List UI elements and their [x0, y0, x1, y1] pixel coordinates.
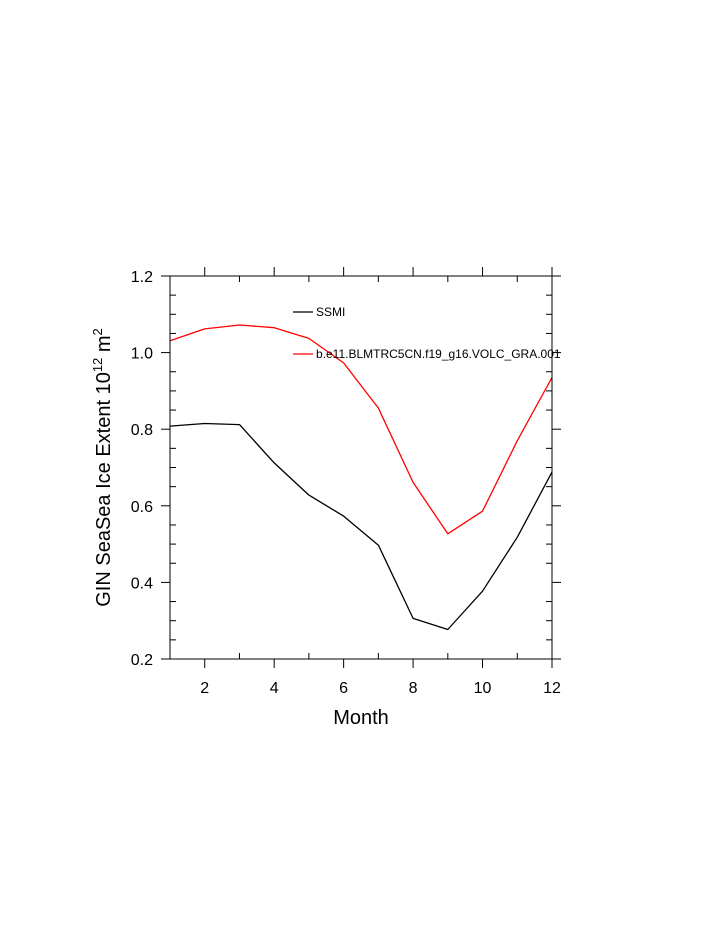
x-tick-label: 6	[339, 680, 348, 697]
y-axis-title: GIN SeaSea Ice Extent 1012 m2	[90, 328, 115, 607]
y-tick-label: 1.2	[131, 269, 153, 286]
y-axis-title-exponent: 12	[90, 358, 105, 372]
plot-frame	[169, 275, 553, 660]
y-tick-label: 0.2	[131, 652, 153, 669]
major-ticks	[161, 267, 561, 668]
minor-ticks	[169, 276, 552, 659]
y-tick-label: 0.6	[131, 499, 153, 516]
legend: SSMI b.e11.BLMTRC5CN.f19_g16.VOLC_GRA.00…	[293, 305, 561, 361]
series-line-ssmi	[169, 422, 553, 631]
tick-labels: 2 4 6 8 10 12 0.2 0.4 0.6 0.8 1.0 1.2	[131, 269, 561, 697]
x-tick-label: 2	[200, 680, 209, 697]
legend-label-ssmi: SSMI	[316, 305, 345, 319]
y-tick-label: 1.0	[131, 346, 153, 363]
y-axis-title-main: GIN SeaSea Ice Extent 10	[93, 372, 115, 607]
y-axis-title-unit-exponent: 2	[90, 328, 105, 335]
series-line-model	[169, 324, 553, 535]
x-axis-title: Month	[333, 707, 389, 729]
x-tick-label: 10	[474, 680, 492, 697]
legend-label-model: b.e11.BLMTRC5CN.f19_g16.VOLC_GRA.001	[316, 347, 561, 361]
x-tick-label: 8	[409, 680, 418, 697]
y-axis-title-unit: m	[93, 335, 115, 357]
x-tick-label: 4	[270, 680, 279, 697]
y-tick-label: 0.8	[131, 422, 153, 439]
series-lines	[169, 324, 553, 631]
y-tick-label: 0.4	[131, 575, 153, 592]
x-tick-label: 12	[543, 680, 561, 697]
